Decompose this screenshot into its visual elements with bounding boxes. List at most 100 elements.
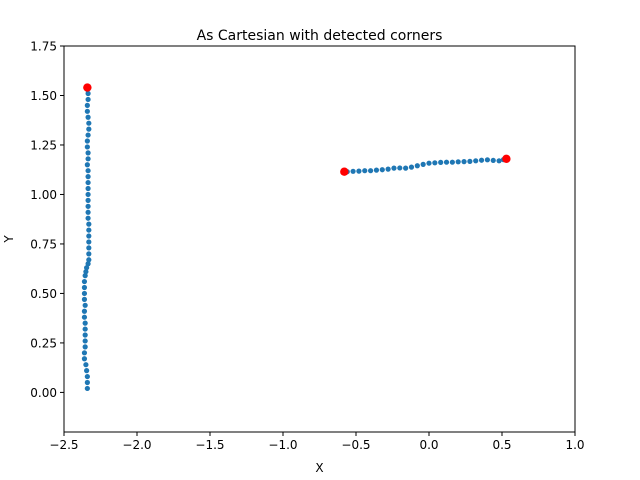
data-point — [403, 165, 409, 171]
axes-frame — [63, 45, 576, 433]
data-point — [82, 332, 88, 338]
data-point — [467, 158, 473, 164]
y-tick-label: 1.25 — [30, 138, 57, 152]
data-point — [385, 166, 391, 172]
data-point — [356, 168, 362, 174]
data-point — [84, 385, 90, 392]
data-point — [81, 308, 88, 314]
data-point — [86, 221, 92, 227]
data-point — [85, 185, 91, 192]
data-point — [86, 227, 92, 233]
data-point — [85, 132, 91, 138]
data-point — [81, 290, 88, 297]
data-point — [84, 379, 90, 386]
data-point — [84, 138, 90, 144]
data-point — [420, 161, 426, 167]
y-tick-label: 0.75 — [30, 237, 57, 251]
y-tick-label: 0.50 — [30, 287, 57, 301]
corner-point — [340, 167, 349, 176]
data-point — [350, 168, 356, 174]
x-tick-label: 1.0 — [565, 438, 584, 452]
corner-point — [83, 83, 92, 92]
data-point — [82, 273, 88, 279]
data-point — [86, 257, 92, 263]
data-point — [85, 261, 91, 267]
x-tick-label: 0.0 — [419, 438, 438, 452]
data-point — [85, 96, 91, 103]
data-point — [83, 269, 89, 275]
data-point — [84, 102, 90, 108]
data-point — [484, 157, 490, 163]
data-point — [408, 164, 415, 170]
data-point — [432, 160, 438, 166]
data-point — [443, 159, 450, 165]
series-0 — [81, 86, 507, 392]
corner-point — [502, 154, 511, 164]
data-point — [84, 368, 90, 374]
data-point — [455, 159, 461, 165]
y-tick-label: 0.00 — [30, 386, 57, 400]
data-point — [85, 156, 91, 162]
data-point — [85, 179, 91, 186]
data-point — [362, 168, 368, 174]
data-point — [85, 203, 91, 209]
data-point — [368, 168, 374, 174]
x-tick-label: −1.5 — [195, 438, 224, 452]
data-point — [379, 167, 385, 173]
data-point — [81, 314, 88, 320]
data-point — [84, 144, 90, 150]
x-tick-label: −1.0 — [268, 438, 297, 452]
x-tick-label: −0.5 — [341, 438, 370, 452]
data-point — [478, 157, 485, 163]
data-point — [83, 362, 89, 368]
data-point — [81, 350, 88, 356]
data-point — [86, 239, 92, 245]
data-point — [496, 158, 502, 164]
y-axis-label: Y — [2, 235, 16, 244]
data-point — [85, 168, 91, 174]
data-point — [85, 191, 91, 198]
data-point — [84, 265, 90, 271]
data-point — [391, 165, 397, 171]
data-point — [426, 160, 432, 166]
data-point — [81, 356, 88, 362]
data-point — [373, 167, 380, 173]
x-tick-label: 0.5 — [492, 438, 511, 452]
y-tick-label: 0.25 — [30, 336, 57, 350]
data-point — [82, 320, 88, 326]
x-tick-label: −2.0 — [122, 438, 151, 452]
data-point — [84, 162, 90, 168]
data-point — [438, 159, 444, 165]
data-point — [85, 215, 91, 221]
data-point — [449, 159, 455, 165]
series-1 — [83, 83, 511, 176]
data-point — [86, 251, 92, 257]
data-point — [84, 373, 90, 380]
data-point — [85, 209, 91, 215]
data-point — [414, 163, 420, 169]
data-point — [86, 120, 92, 126]
data-point — [81, 296, 88, 302]
y-tick-label: 1.00 — [30, 188, 57, 202]
chart-title: As Cartesian with detected corners — [197, 28, 443, 44]
data-point — [85, 197, 91, 203]
data-point — [85, 174, 91, 180]
x-axis: −2.5 −2.0 −1.5 −1.0 −0.5 0.0 0.5 1.0 — [49, 432, 585, 452]
y-tick-label: 1.75 — [30, 40, 57, 54]
data-point — [82, 326, 88, 332]
y-tick-label: 1.50 — [30, 89, 57, 103]
data-point — [82, 338, 88, 344]
data-point — [85, 114, 91, 120]
data-point — [85, 150, 91, 156]
data-point — [85, 90, 91, 97]
data-point — [473, 158, 479, 164]
data-point — [397, 165, 403, 171]
data-point — [86, 233, 92, 239]
data-point — [81, 278, 88, 285]
data-point — [490, 157, 496, 164]
data-point — [86, 245, 92, 251]
data-point — [82, 302, 88, 308]
